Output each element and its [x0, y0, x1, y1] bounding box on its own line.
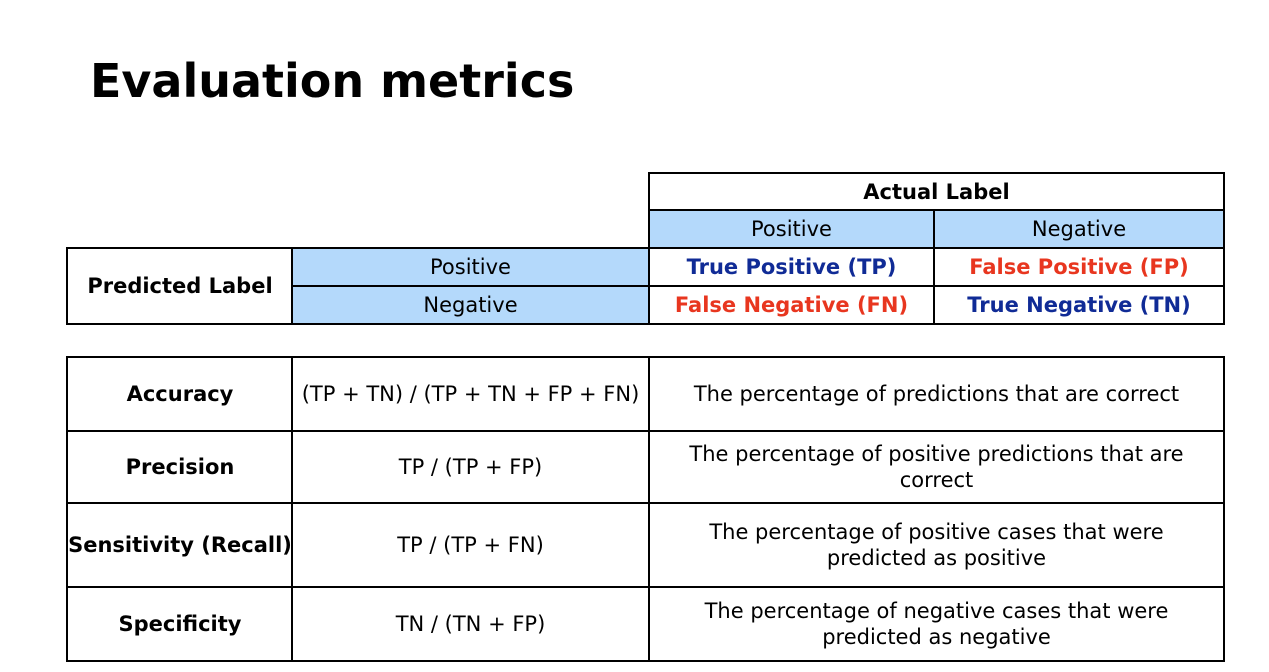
- true-positive-cell: True Positive (TP): [686, 254, 897, 279]
- metric-formula: TP / (TP + FN): [397, 532, 544, 557]
- metric-formula: (TP + TN) / (TP + TN + FP + FN): [301, 381, 640, 406]
- grid-line: [66, 323, 1225, 325]
- metric-name: Sensitivity (Recall): [68, 532, 292, 557]
- grid-line: [648, 209, 1225, 211]
- predicted-positive-header: Positive: [293, 249, 648, 285]
- page-title: Evaluation metrics: [90, 54, 575, 108]
- metric-description: The percentage of negative cases that we…: [704, 598, 1169, 649]
- grid-line: [292, 285, 1225, 287]
- grid-line: [648, 172, 1225, 174]
- metric-formula: TP / (TP + FP): [398, 454, 543, 479]
- metric-name: Specificity: [118, 611, 242, 636]
- actual-label-header: Actual Label: [863, 179, 1010, 204]
- metric-name: Accuracy: [126, 381, 234, 406]
- predicted-negative-header: Negative: [293, 287, 648, 323]
- grid-line: [291, 247, 293, 325]
- grid-line: [66, 430, 1225, 432]
- metric-description: The percentage of predictions that are c…: [693, 381, 1180, 406]
- metric-description: The percentage of positive predictions t…: [689, 441, 1184, 492]
- grid-line: [1223, 356, 1225, 662]
- metric-description: The percentage of positive cases that we…: [709, 519, 1164, 570]
- grid-line: [66, 586, 1225, 588]
- actual-negative-header: Negative: [935, 211, 1223, 247]
- grid-line: [66, 247, 68, 325]
- false-positive-cell: False Positive (FP): [969, 254, 1189, 279]
- true-negative-cell: True Negative (TN): [967, 292, 1191, 317]
- grid-line: [933, 209, 935, 325]
- actual-positive-header: Positive: [650, 211, 933, 247]
- metric-formula: TN / (TN + FP): [395, 611, 546, 636]
- grid-line: [66, 247, 1225, 249]
- grid-line: [291, 356, 293, 662]
- grid-line: [66, 660, 1225, 662]
- grid-line: [66, 356, 1225, 358]
- predicted-label-header: Predicted Label: [87, 273, 273, 298]
- metric-name: Precision: [125, 454, 235, 479]
- grid-line: [1223, 172, 1225, 325]
- grid-line: [648, 356, 650, 662]
- grid-line: [648, 172, 650, 325]
- grid-line: [66, 502, 1225, 504]
- false-negative-cell: False Negative (FN): [674, 292, 909, 317]
- grid-line: [66, 356, 68, 662]
